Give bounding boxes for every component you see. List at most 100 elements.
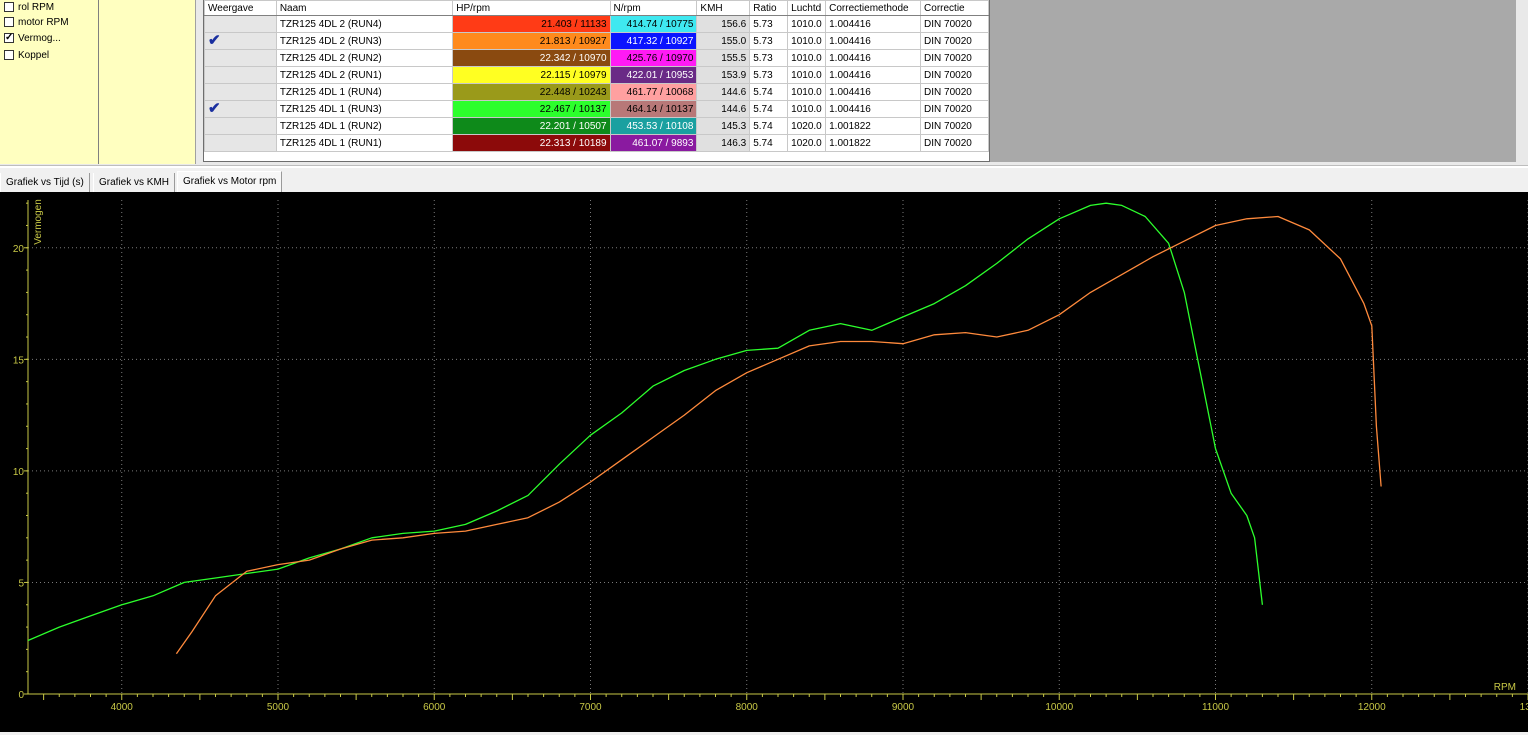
channel-vermogen[interactable]: ✓ Vermog...	[4, 31, 61, 45]
visibility-cell[interactable]: ✔	[204, 100, 277, 118]
top-panel: rol RPM motor RPM ✓ Vermog... Koppel Wee…	[0, 0, 1528, 166]
run-name-cell: TZR125 4DL 1 (RUN3)	[275, 100, 454, 118]
luchtd-cell: 1010.0	[787, 83, 827, 101]
correction-factor-cell: 1.001822	[825, 117, 922, 135]
series-line	[175, 215, 1382, 655]
table-row[interactable]: TZR125 4DL 2 (RUN2) 22.342 / 10970 425.76 …	[204, 49, 989, 67]
column-header[interactable]: Correctiemethode	[825, 0, 922, 16]
x-tick-label: 7000	[579, 702, 602, 713]
y-tick-label: 0	[18, 690, 24, 701]
table-row[interactable]: ✔ TZR125 4DL 1 (RUN3) 22.467 / 10137 464.14…	[204, 100, 989, 118]
x-tick-label: 130	[1520, 702, 1528, 713]
luchtd-cell: 1010.0	[787, 100, 827, 118]
column-header[interactable]: Correctie	[920, 0, 989, 16]
n-rpm-cell: 422.01 / 10953	[609, 66, 698, 84]
checkmark-icon: ✔	[208, 100, 221, 117]
visibility-cell[interactable]	[204, 83, 277, 101]
kmh-cell: 144.6	[696, 100, 751, 118]
kmh-cell: 155.0	[696, 32, 751, 50]
correction-method-cell: DIN 70020	[920, 66, 989, 84]
channel-label: motor RPM	[18, 16, 69, 28]
n-rpm-cell: 464.14 / 10137	[609, 100, 698, 118]
kmh-cell: 153.9	[696, 66, 751, 84]
visibility-cell[interactable]	[204, 15, 277, 33]
hp-rpm-cell: 22.342 / 10970	[452, 49, 611, 67]
kmh-cell: 144.6	[696, 83, 751, 101]
table-row[interactable]: TZR125 4DL 1 (RUN1) 22.313 / 10189 461.07 …	[204, 134, 989, 152]
visibility-cell[interactable]: ✔	[204, 32, 277, 50]
column-header[interactable]: Naam	[275, 0, 454, 16]
tab-grafiek-vs-tijd[interactable]: Grafiek vs Tijd (s)	[0, 173, 90, 192]
table-row[interactable]: TZR125 4DL 1 (RUN4) 22.448 / 10243 461.77 …	[204, 83, 989, 101]
side-panel	[99, 0, 196, 164]
checkbox[interactable]	[4, 50, 14, 60]
x-tick-label: 10000	[1045, 702, 1073, 713]
hp-rpm-cell: 22.467 / 10137	[452, 100, 611, 118]
ratio-cell: 5.74	[749, 100, 789, 118]
table-row[interactable]: TZR125 4DL 2 (RUN4) 21.403 / 11133 414.74 …	[204, 15, 989, 33]
run-name-cell: TZR125 4DL 1 (RUN1)	[275, 134, 454, 152]
x-tick-label: 12000	[1358, 702, 1386, 713]
column-header[interactable]: Luchtd	[787, 0, 827, 16]
correction-method-cell: DIN 70020	[920, 134, 989, 152]
tab-grafiek-vs-motor-rpm[interactable]: Grafiek vs Motor rpm	[177, 171, 283, 193]
ratio-cell: 5.73	[749, 15, 789, 33]
hp-rpm-cell: 22.201 / 10507	[452, 117, 611, 135]
grid-empty-area	[990, 0, 1516, 162]
tab-grafiek-vs-kmh[interactable]: Grafiek vs KMH	[93, 173, 176, 192]
table-row[interactable]: TZR125 4DL 2 (RUN1) 22.115 / 10979 422.01 …	[204, 66, 989, 84]
channel-label: Koppel	[18, 49, 50, 61]
table-row[interactable]: ✔ TZR125 4DL 2 (RUN3) 21.813 / 10927 417.32…	[204, 32, 989, 50]
x-tick-label: 6000	[423, 702, 446, 713]
correction-method-cell: DIN 70020	[920, 49, 989, 67]
ratio-cell: 5.74	[749, 134, 789, 152]
table-row[interactable]: TZR125 4DL 1 (RUN2) 22.201 / 10507 453.53 …	[204, 117, 989, 135]
n-rpm-cell: 417.32 / 10927	[609, 32, 698, 50]
luchtd-cell: 1010.0	[787, 49, 827, 67]
correction-method-cell: DIN 70020	[920, 83, 989, 101]
correction-method-cell: DIN 70020	[920, 15, 989, 33]
column-header[interactable]: N/rpm	[609, 0, 698, 16]
visibility-cell[interactable]	[204, 49, 277, 67]
column-header[interactable]: HP/rpm	[452, 0, 611, 16]
ratio-cell: 5.73	[749, 66, 789, 84]
run-name-cell: TZR125 4DL 1 (RUN2)	[275, 117, 454, 135]
channel-koppel[interactable]: Koppel	[4, 48, 49, 62]
column-header[interactable]: Ratio	[749, 0, 789, 16]
tab-bar: Grafiek vs Tijd (s) Grafiek vs KMH Grafi…	[0, 166, 1528, 194]
kmh-cell: 156.6	[696, 15, 751, 33]
correction-factor-cell: 1.004416	[825, 49, 922, 67]
hp-rpm-cell: 22.115 / 10979	[452, 66, 611, 84]
y-axis-label: Vermogen	[33, 199, 44, 245]
visibility-cell[interactable]	[204, 66, 277, 84]
correction-factor-cell: 1.004416	[825, 66, 922, 84]
x-tick-label: 5000	[267, 702, 290, 713]
correction-method-cell: DIN 70020	[920, 117, 989, 135]
hp-rpm-cell: 21.403 / 11133	[452, 15, 611, 33]
hp-rpm-cell: 22.448 / 10243	[452, 83, 611, 101]
channel-list: rol RPM motor RPM ✓ Vermog... Koppel	[0, 0, 99, 164]
correction-factor-cell: 1.004416	[825, 15, 922, 33]
channel-motor-rpm[interactable]: motor RPM	[4, 15, 69, 29]
n-rpm-cell: 461.77 / 10068	[609, 83, 698, 101]
x-tick-label: 9000	[892, 702, 915, 713]
correction-factor-cell: 1.001822	[825, 134, 922, 152]
checkbox[interactable]	[4, 2, 14, 12]
visibility-cell[interactable]	[204, 134, 277, 152]
x-tick-label: 4000	[111, 702, 134, 713]
channel-rol-rpm[interactable]: rol RPM	[4, 0, 54, 14]
checkbox[interactable]	[4, 17, 14, 27]
y-tick-label: 20	[13, 244, 25, 255]
run-name-cell: TZR125 4DL 2 (RUN2)	[275, 49, 454, 67]
power-chart: 4000 5000 6000 7000 8000 9000 10000 11000 12000 1…	[13, 199, 1528, 713]
n-rpm-cell: 414.74 / 10775	[609, 15, 698, 33]
visibility-cell[interactable]	[204, 117, 277, 135]
correction-factor-cell: 1.004416	[825, 32, 922, 50]
column-header[interactable]: Weergave	[204, 0, 277, 16]
column-header[interactable]: KMH	[696, 0, 751, 16]
checkbox[interactable]: ✓	[4, 32, 14, 43]
run-name-cell: TZR125 4DL 2 (RUN3)	[275, 32, 454, 50]
n-rpm-cell: 453.53 / 10108	[609, 117, 698, 135]
chart-area: 4000 5000 6000 7000 8000 9000 10000 11000 12000 1…	[0, 192, 1528, 732]
n-rpm-cell: 461.07 / 9893	[609, 134, 698, 152]
